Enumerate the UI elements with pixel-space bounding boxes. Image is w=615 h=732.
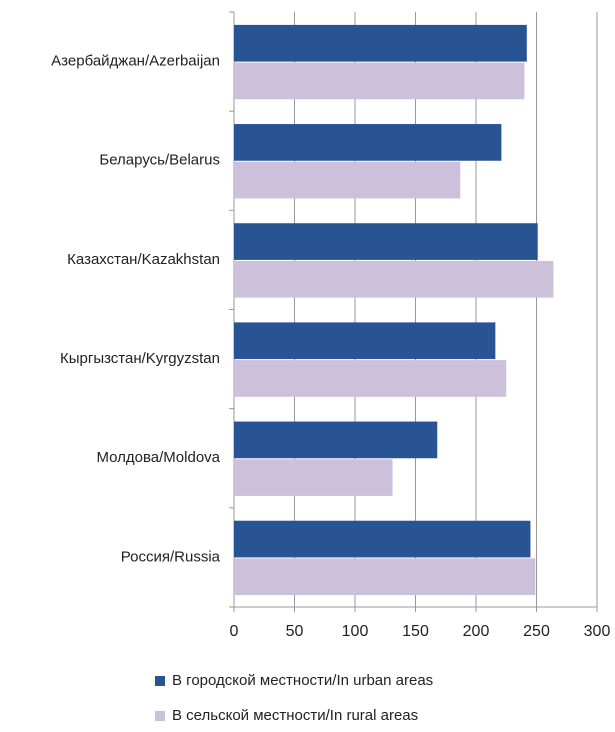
bar [234, 520, 531, 558]
bar [234, 124, 502, 161]
bar [234, 459, 393, 496]
bar [234, 322, 496, 360]
legend-label: В городской местности/In urban areas [172, 672, 433, 689]
x-tick-label: 100 [342, 623, 369, 640]
x-tick-label: 250 [523, 623, 550, 640]
x-tick-label: 150 [402, 623, 429, 640]
legend-swatch [155, 711, 165, 721]
legend-swatch [155, 676, 165, 686]
y-tick-label: Казахстан/Kazakhstan [67, 251, 220, 268]
x-tick-label: 0 [230, 623, 239, 640]
y-tick-label: Россия/Russia [121, 548, 221, 565]
x-tick-label: 200 [463, 623, 490, 640]
y-tick-label: Азербайджан/Azerbaijan [51, 53, 220, 70]
bar [234, 558, 536, 596]
y-tick-label: Молдова/Moldova [96, 449, 220, 466]
bar [234, 360, 507, 397]
bar [234, 62, 525, 100]
bar [234, 24, 527, 62]
bar [234, 223, 538, 260]
bar [234, 421, 438, 459]
x-tick-label: 300 [584, 623, 611, 640]
legend-label: В сельской местности/In rural areas [172, 707, 418, 724]
x-tick-label: 50 [286, 623, 304, 640]
y-tick-label: Кыргызстан/Kyrgyzstan [60, 350, 220, 367]
y-tick-label: Беларусь/Belarus [99, 152, 220, 169]
bar [234, 260, 554, 298]
bar [234, 161, 461, 199]
